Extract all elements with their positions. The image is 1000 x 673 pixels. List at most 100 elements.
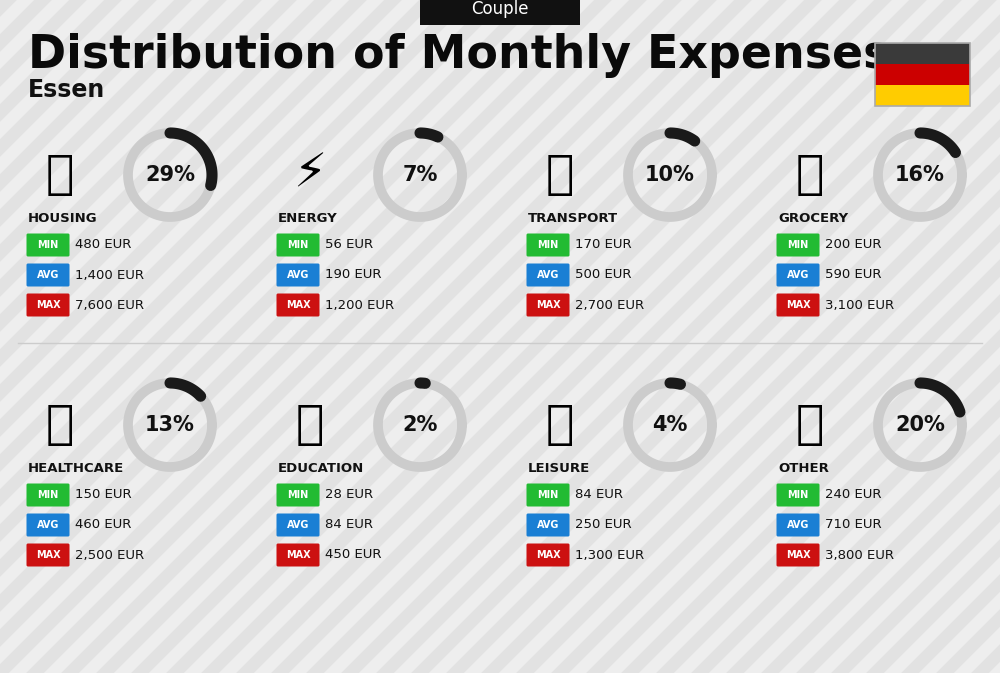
- Text: 10%: 10%: [645, 165, 695, 185]
- Text: MAX: MAX: [536, 300, 560, 310]
- Text: HEALTHCARE: HEALTHCARE: [28, 462, 124, 474]
- FancyBboxPatch shape: [276, 513, 320, 536]
- Text: AVG: AVG: [37, 520, 59, 530]
- Text: MIN: MIN: [787, 240, 809, 250]
- FancyBboxPatch shape: [526, 513, 570, 536]
- Text: 84 EUR: 84 EUR: [575, 489, 623, 501]
- Text: MIN: MIN: [37, 240, 59, 250]
- Text: MIN: MIN: [287, 240, 309, 250]
- Text: 4%: 4%: [652, 415, 688, 435]
- Text: 450 EUR: 450 EUR: [325, 548, 382, 561]
- Text: 28 EUR: 28 EUR: [325, 489, 373, 501]
- Text: AVG: AVG: [287, 520, 309, 530]
- Text: MAX: MAX: [286, 550, 310, 560]
- Text: 460 EUR: 460 EUR: [75, 518, 131, 532]
- Text: 1,400 EUR: 1,400 EUR: [75, 269, 144, 281]
- FancyBboxPatch shape: [26, 544, 70, 567]
- Text: 🎓: 🎓: [296, 402, 324, 448]
- Text: 13%: 13%: [145, 415, 195, 435]
- Text: AVG: AVG: [37, 270, 59, 280]
- Text: Couple: Couple: [471, 0, 529, 18]
- FancyBboxPatch shape: [276, 544, 320, 567]
- FancyBboxPatch shape: [276, 483, 320, 507]
- Text: 170 EUR: 170 EUR: [575, 238, 632, 252]
- Text: 2%: 2%: [402, 415, 438, 435]
- Text: 200 EUR: 200 EUR: [825, 238, 882, 252]
- Text: 🛒: 🛒: [796, 153, 824, 197]
- FancyBboxPatch shape: [526, 544, 570, 567]
- FancyBboxPatch shape: [526, 264, 570, 287]
- Text: 3,100 EUR: 3,100 EUR: [825, 299, 894, 312]
- Text: 🛍: 🛍: [546, 402, 574, 448]
- Text: AVG: AVG: [287, 270, 309, 280]
- Text: 20%: 20%: [895, 415, 945, 435]
- Text: AVG: AVG: [537, 520, 559, 530]
- FancyBboxPatch shape: [526, 293, 570, 316]
- Text: 84 EUR: 84 EUR: [325, 518, 373, 532]
- Text: 7,600 EUR: 7,600 EUR: [75, 299, 144, 312]
- Text: MIN: MIN: [787, 490, 809, 500]
- Text: HOUSING: HOUSING: [28, 211, 98, 225]
- FancyBboxPatch shape: [276, 234, 320, 256]
- Text: TRANSPORT: TRANSPORT: [528, 211, 618, 225]
- FancyBboxPatch shape: [776, 234, 820, 256]
- Text: 240 EUR: 240 EUR: [825, 489, 882, 501]
- Text: 500 EUR: 500 EUR: [575, 269, 632, 281]
- Text: 190 EUR: 190 EUR: [325, 269, 382, 281]
- Text: MAX: MAX: [36, 300, 60, 310]
- FancyBboxPatch shape: [526, 483, 570, 507]
- FancyBboxPatch shape: [276, 264, 320, 287]
- Text: MAX: MAX: [786, 550, 810, 560]
- Text: ENERGY: ENERGY: [278, 211, 338, 225]
- FancyBboxPatch shape: [776, 513, 820, 536]
- Text: 💓: 💓: [46, 402, 74, 448]
- FancyBboxPatch shape: [26, 293, 70, 316]
- Text: ⚡: ⚡: [293, 153, 327, 197]
- Text: AVG: AVG: [537, 270, 559, 280]
- Text: 3,800 EUR: 3,800 EUR: [825, 548, 894, 561]
- FancyBboxPatch shape: [776, 483, 820, 507]
- Text: EDUCATION: EDUCATION: [278, 462, 364, 474]
- Text: 150 EUR: 150 EUR: [75, 489, 132, 501]
- Text: 480 EUR: 480 EUR: [75, 238, 131, 252]
- FancyBboxPatch shape: [276, 293, 320, 316]
- Text: 710 EUR: 710 EUR: [825, 518, 882, 532]
- Text: 🏢: 🏢: [46, 153, 74, 197]
- Text: MAX: MAX: [536, 550, 560, 560]
- FancyBboxPatch shape: [26, 513, 70, 536]
- FancyBboxPatch shape: [526, 234, 570, 256]
- Text: 56 EUR: 56 EUR: [325, 238, 373, 252]
- FancyBboxPatch shape: [26, 234, 70, 256]
- Text: MIN: MIN: [537, 240, 559, 250]
- Text: MIN: MIN: [37, 490, 59, 500]
- Text: OTHER: OTHER: [778, 462, 829, 474]
- Text: Essen: Essen: [28, 78, 105, 102]
- Text: 1,200 EUR: 1,200 EUR: [325, 299, 394, 312]
- FancyBboxPatch shape: [875, 43, 970, 64]
- Text: 🚌: 🚌: [546, 153, 574, 197]
- Text: LEISURE: LEISURE: [528, 462, 590, 474]
- Text: AVG: AVG: [787, 520, 809, 530]
- Text: MAX: MAX: [286, 300, 310, 310]
- Text: 1,300 EUR: 1,300 EUR: [575, 548, 644, 561]
- Text: 16%: 16%: [895, 165, 945, 185]
- FancyBboxPatch shape: [776, 264, 820, 287]
- Text: 2,500 EUR: 2,500 EUR: [75, 548, 144, 561]
- FancyBboxPatch shape: [776, 544, 820, 567]
- Text: MIN: MIN: [537, 490, 559, 500]
- FancyBboxPatch shape: [875, 64, 970, 85]
- Text: MIN: MIN: [287, 490, 309, 500]
- Text: MAX: MAX: [786, 300, 810, 310]
- Text: 7%: 7%: [402, 165, 438, 185]
- FancyBboxPatch shape: [420, 0, 580, 25]
- Text: GROCERY: GROCERY: [778, 211, 848, 225]
- FancyBboxPatch shape: [26, 483, 70, 507]
- FancyBboxPatch shape: [875, 85, 970, 106]
- FancyBboxPatch shape: [26, 264, 70, 287]
- Text: Distribution of Monthly Expenses: Distribution of Monthly Expenses: [28, 32, 890, 77]
- Text: AVG: AVG: [787, 270, 809, 280]
- FancyBboxPatch shape: [776, 293, 820, 316]
- Text: 💰: 💰: [796, 402, 824, 448]
- Text: 29%: 29%: [145, 165, 195, 185]
- Text: 250 EUR: 250 EUR: [575, 518, 632, 532]
